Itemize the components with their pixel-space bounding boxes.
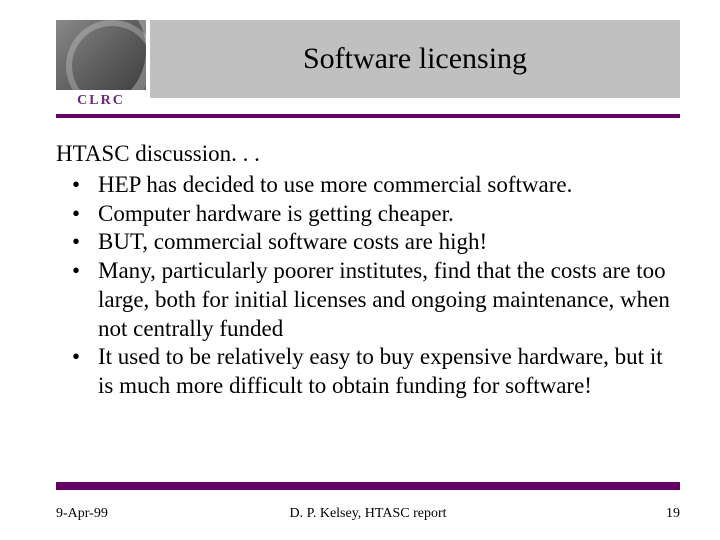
title-bar: Software licensing	[150, 20, 680, 98]
footer-author: D. P. Kelsey, HTASC report	[56, 506, 680, 522]
divider-top	[56, 114, 680, 118]
footer: 9-Apr-99 D. P. Kelsey, HTASC report 19	[56, 506, 680, 522]
logo-graphic	[56, 20, 146, 90]
bullet-list: HEP has decided to use more commercial s…	[56, 171, 680, 401]
bullet-item: Many, particularly poorer institutes, fi…	[86, 257, 680, 343]
divider-bottom	[56, 482, 680, 490]
footer-date: 9-Apr-99	[56, 506, 108, 522]
logo: CLRC	[56, 20, 146, 110]
slide-title: Software licensing	[303, 42, 527, 76]
slide: CLRC Software licensing HTASC discussion…	[0, 0, 720, 540]
body: HTASC discussion. . . HEP has decided to…	[56, 140, 680, 401]
bullet-item: HEP has decided to use more commercial s…	[86, 171, 680, 200]
logo-text: CLRC	[56, 90, 146, 109]
footer-page-number: 19	[666, 506, 680, 522]
intro-text: HTASC discussion. . .	[56, 140, 680, 169]
bullet-item: BUT, commercial software costs are high!	[86, 228, 680, 257]
bullet-item: It used to be relatively easy to buy exp…	[86, 343, 680, 401]
bullet-item: Computer hardware is getting cheaper.	[86, 200, 680, 229]
